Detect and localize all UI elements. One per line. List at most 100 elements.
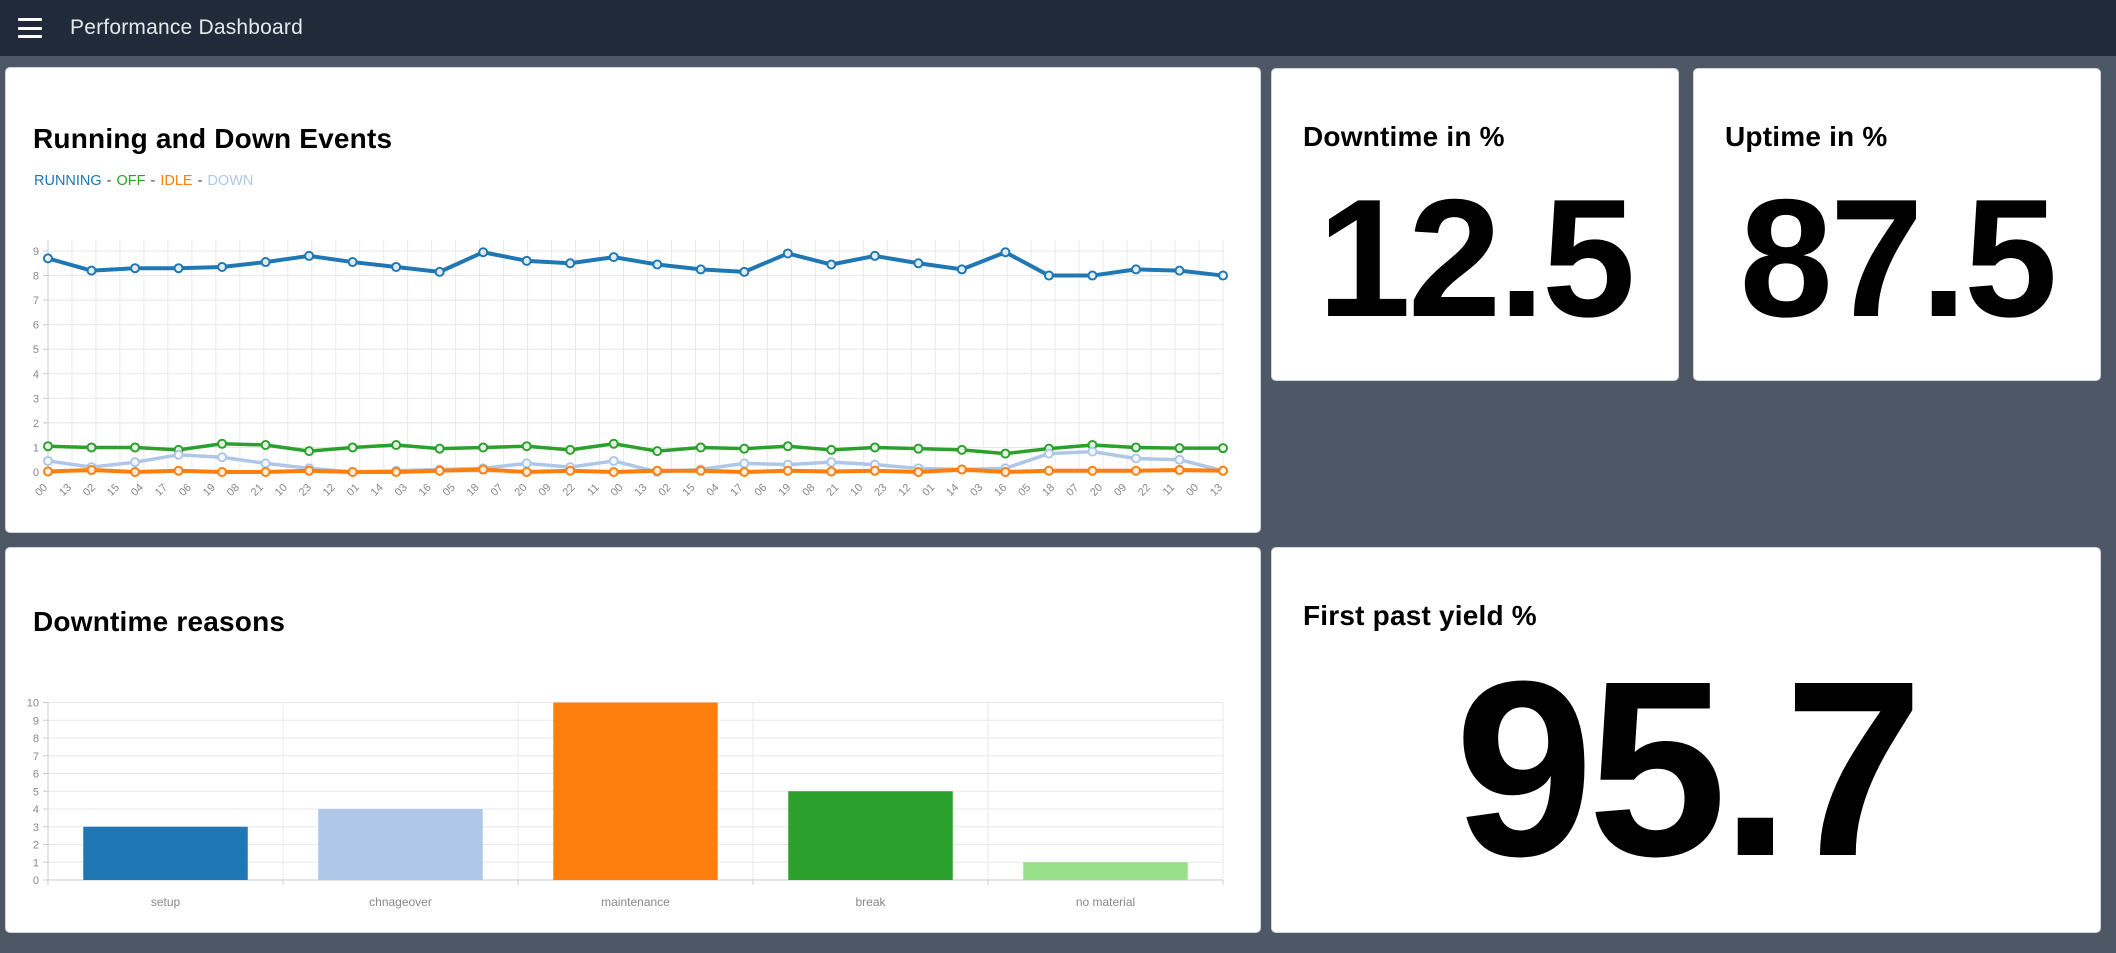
svg-text:10: 10	[848, 482, 865, 499]
svg-text:03: 03	[968, 482, 985, 499]
svg-text:20: 20	[1088, 482, 1105, 499]
series-off	[43, 438, 1228, 459]
svg-text:22: 22	[561, 482, 578, 499]
series-running	[43, 247, 1228, 281]
svg-text:maintenance: maintenance	[601, 895, 670, 909]
uptime-title: Uptime in %	[1725, 121, 1888, 152]
svg-text:01: 01	[920, 482, 937, 499]
downtime-card: Downtime in % 12.5	[1271, 68, 1679, 381]
svg-text:11: 11	[1161, 482, 1178, 499]
svg-text:00: 00	[33, 482, 50, 499]
svg-text:00: 00	[1184, 482, 1201, 499]
svg-text:08: 08	[225, 482, 242, 499]
svg-text:08: 08	[800, 482, 817, 499]
svg-text:4: 4	[33, 369, 39, 381]
legend-item-idle[interactable]: IDLE	[160, 173, 193, 189]
svg-text:2: 2	[33, 418, 39, 430]
svg-text:3: 3	[33, 822, 39, 834]
uptime-card: Uptime in % 87.5	[1693, 68, 2101, 381]
bar-no-material[interactable]	[1023, 862, 1188, 880]
running-events-legend: RUNNING - OFF - IDLE - DOWN	[34, 173, 253, 189]
svg-text:09: 09	[1112, 482, 1129, 499]
svg-text:04: 04	[704, 482, 721, 499]
bar-setup[interactable]	[83, 826, 248, 880]
svg-text:18: 18	[1040, 482, 1057, 499]
legend-separator: -	[197, 173, 203, 189]
svg-text:2: 2	[33, 840, 39, 852]
svg-text:01: 01	[345, 482, 362, 499]
svg-text:9: 9	[33, 246, 39, 258]
svg-text:12: 12	[321, 482, 338, 499]
svg-text:06: 06	[752, 482, 769, 499]
downtime-reasons-title: Downtime reasons	[33, 606, 286, 637]
bars: setup chnageover maintenance break no materi…	[83, 702, 1188, 909]
first-past-yield-title: First past yield %	[1303, 600, 1537, 631]
bar-maintenance[interactable]	[553, 702, 718, 881]
running-events-title: Running and Down Events	[33, 123, 393, 154]
svg-text:7: 7	[33, 751, 39, 763]
svg-text:09: 09	[537, 482, 554, 499]
svg-text:13: 13	[1208, 482, 1225, 499]
svg-text:chnageover: chnageover	[369, 895, 432, 909]
svg-text:9: 9	[33, 715, 39, 727]
svg-text:02: 02	[656, 482, 673, 499]
svg-text:21: 21	[249, 482, 266, 499]
svg-text:19: 19	[201, 482, 218, 499]
svg-text:15: 15	[680, 482, 697, 499]
svg-text:07: 07	[1064, 482, 1081, 499]
svg-text:0: 0	[33, 875, 39, 887]
svg-text:05: 05	[1016, 482, 1033, 499]
svg-text:18: 18	[465, 482, 482, 499]
svg-text:14: 14	[369, 482, 386, 499]
svg-text:13: 13	[57, 482, 74, 499]
svg-text:6: 6	[33, 769, 39, 781]
svg-text:13: 13	[632, 482, 649, 499]
downtime-title: Downtime in %	[1303, 121, 1505, 152]
downtime-value: 12.5	[1317, 163, 1636, 352]
svg-text:05: 05	[441, 482, 458, 499]
legend-separator: -	[106, 173, 112, 189]
svg-text:19: 19	[776, 482, 793, 499]
navbar: Performance Dashboard	[0, 0, 2116, 56]
svg-text:1: 1	[33, 857, 39, 869]
svg-text:5: 5	[33, 786, 39, 798]
svg-text:07: 07	[489, 482, 506, 499]
svg-text:17: 17	[153, 482, 170, 499]
first-past-yield-card: First past yield % 95.7	[1271, 547, 2101, 933]
svg-text:04: 04	[129, 482, 146, 499]
svg-text:16: 16	[992, 482, 1009, 499]
svg-text:23: 23	[297, 482, 314, 499]
bar-break[interactable]	[788, 791, 953, 880]
bar-chart-svg: 0 1 2 3 4 5 6 7 8 9 10 setup chnageover maintenance br…	[27, 698, 1224, 909]
svg-text:5: 5	[33, 344, 39, 356]
uptime-value: 87.5	[1739, 163, 2058, 352]
svg-text:03: 03	[393, 482, 410, 499]
svg-text:21: 21	[824, 482, 841, 499]
svg-text:7: 7	[33, 295, 39, 307]
legend-item-down[interactable]: DOWN	[207, 173, 254, 189]
legend-item-off[interactable]: OFF	[116, 173, 146, 189]
first-past-yield-value: 95.7	[1454, 629, 1924, 908]
hamburger-menu-icon[interactable]	[18, 18, 44, 38]
legend-separator: -	[150, 173, 156, 189]
svg-text:22: 22	[1136, 482, 1153, 499]
svg-text:no material: no material	[1076, 895, 1135, 909]
svg-text:02: 02	[81, 482, 98, 499]
svg-text:10: 10	[27, 698, 39, 710]
svg-text:12: 12	[896, 482, 913, 499]
svg-text:14: 14	[944, 482, 961, 499]
running-events-card: Running and Down Events RUNNING - OFF - IDLE…	[5, 67, 1261, 533]
running-events-chart: 0 1 2 3 4 5 6 7 8 9 00 13 02 15 04 17 06 19 08 21 10 23 12 01 14…	[8, 236, 1258, 533]
legend-item-running[interactable]: RUNNING	[34, 173, 102, 189]
svg-text:3: 3	[33, 393, 39, 405]
svg-text:8: 8	[33, 733, 39, 745]
svg-text:6: 6	[33, 320, 39, 332]
svg-text:4: 4	[33, 804, 39, 816]
series-idle	[43, 464, 1228, 477]
downtime-reasons-chart: 0 1 2 3 4 5 6 7 8 9 10 setup chnageover maintenance br…	[8, 694, 1258, 927]
svg-text:00: 00	[608, 482, 625, 499]
svg-text:16: 16	[417, 482, 434, 499]
svg-text:0: 0	[33, 467, 39, 479]
svg-text:06: 06	[177, 482, 194, 499]
bar-chnageover[interactable]	[318, 809, 483, 880]
